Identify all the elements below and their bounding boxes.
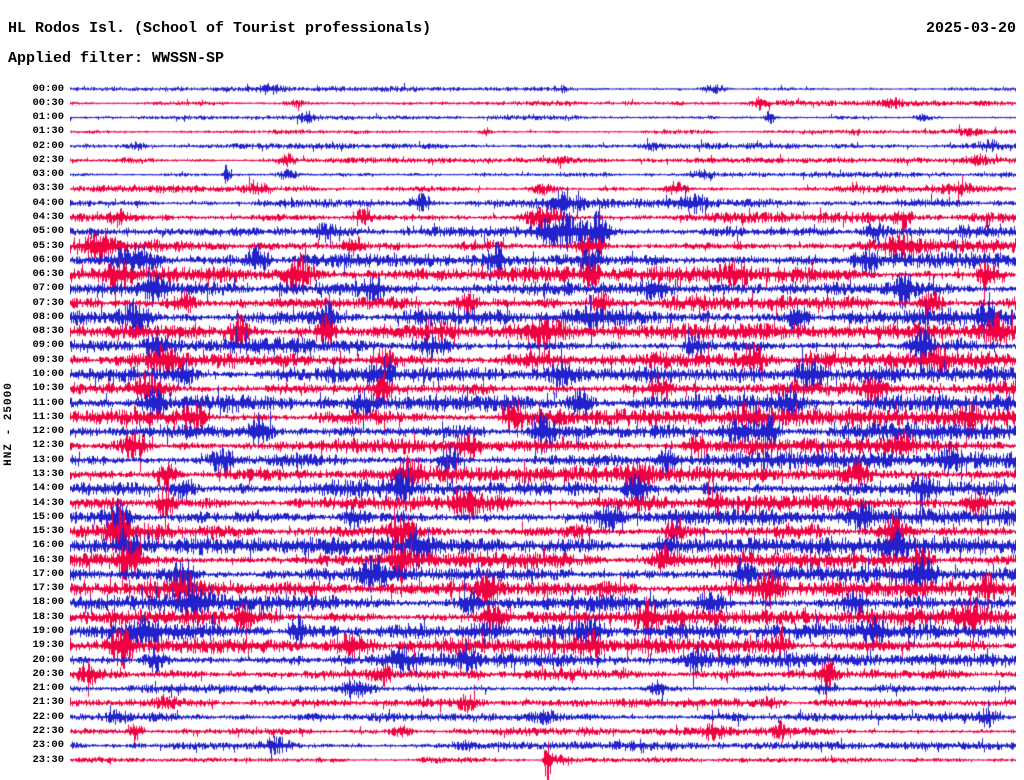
time-label: 18:00 bbox=[32, 596, 64, 609]
time-label: 19:00 bbox=[32, 625, 64, 637]
y-axis-label: HNZ - 25000 bbox=[3, 382, 15, 466]
time-label: 12:30 bbox=[32, 439, 64, 452]
time-label: 19:30 bbox=[32, 639, 64, 652]
time-label: 00:30 bbox=[32, 96, 64, 109]
time-label: 01:00 bbox=[32, 111, 64, 124]
time-label: 01:30 bbox=[32, 125, 64, 138]
time-label: 17:00 bbox=[32, 567, 64, 580]
time-label: 22:00 bbox=[32, 710, 64, 723]
time-label: 20:00 bbox=[32, 653, 64, 666]
time-label: 18:30 bbox=[32, 610, 64, 623]
time-label: 02:30 bbox=[32, 153, 64, 166]
time-label: 16:30 bbox=[32, 553, 64, 566]
time-label: 21:30 bbox=[32, 696, 64, 709]
time-label: 20:30 bbox=[32, 667, 64, 680]
time-label: 17:30 bbox=[32, 582, 64, 595]
time-label: 10:30 bbox=[32, 382, 64, 395]
time-label: 14:30 bbox=[32, 496, 64, 509]
time-label: 04:30 bbox=[32, 210, 64, 223]
time-label: 23:30 bbox=[32, 753, 64, 766]
time-label: 09:00 bbox=[32, 339, 64, 352]
time-label: 09:30 bbox=[32, 353, 64, 366]
time-label: 13:30 bbox=[32, 467, 64, 480]
time-label: 16:00 bbox=[32, 539, 64, 552]
filter-label: Applied filter: WWSSN-SP bbox=[8, 50, 225, 67]
time-label: 12:00 bbox=[32, 425, 64, 438]
time-label: 05:00 bbox=[32, 225, 64, 238]
time-label: 22:30 bbox=[32, 724, 64, 737]
time-label: 03:30 bbox=[32, 182, 64, 195]
time-label: 04:00 bbox=[32, 196, 64, 209]
time-label: 15:30 bbox=[32, 525, 64, 538]
time-label: 00:00 bbox=[32, 82, 64, 95]
time-label: 07:30 bbox=[32, 296, 64, 309]
time-label: 21:00 bbox=[32, 682, 64, 695]
time-label: 15:00 bbox=[32, 510, 64, 523]
time-label: 08:30 bbox=[32, 325, 64, 338]
time-label: 11:30 bbox=[32, 410, 64, 423]
date-label: 2025-03-20 bbox=[925, 20, 1016, 37]
time-label: 07:00 bbox=[32, 282, 64, 295]
time-label: 08:00 bbox=[32, 310, 64, 323]
station-title: HL Rodos Isl. (School of Tourist profess… bbox=[8, 20, 432, 37]
time-label: 10:00 bbox=[32, 368, 64, 381]
time-label: 06:00 bbox=[32, 253, 64, 266]
time-label: 05:30 bbox=[32, 239, 64, 252]
time-label: 03:00 bbox=[32, 168, 64, 181]
time-label: 02:00 bbox=[32, 139, 64, 152]
helicorder-traces bbox=[70, 78, 1016, 780]
time-label: 23:00 bbox=[32, 739, 64, 752]
time-label: 06:30 bbox=[32, 268, 64, 281]
time-label: 11:00 bbox=[32, 396, 64, 409]
time-label: 14:00 bbox=[32, 482, 64, 495]
header: HL Rodos Isl. (School of Tourist profess… bbox=[8, 20, 1016, 37]
time-label: 13:00 bbox=[32, 453, 64, 466]
